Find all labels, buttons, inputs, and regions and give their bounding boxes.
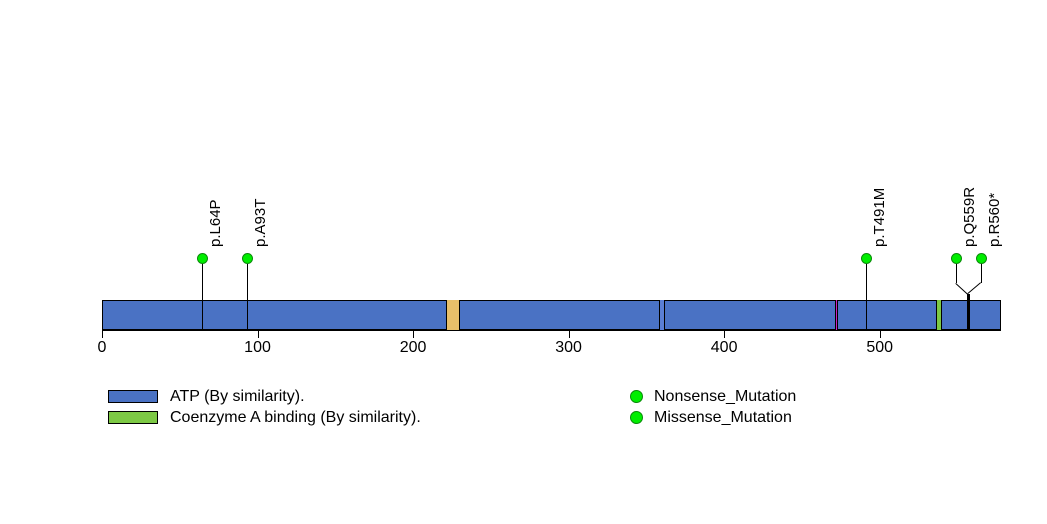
mutation-label-p.R560*: p.R560*	[986, 192, 1003, 247]
domain-region-1	[658, 300, 666, 330]
mutation-dot-p.T491M[interactable]	[861, 252, 872, 264]
axis-tick-label-200: 200	[399, 339, 427, 356]
lollipop-stem-p.A93T	[247, 258, 248, 330]
lollipop-shared-stem-3	[967, 294, 970, 330]
axis-line	[102, 330, 1001, 331]
axis-tick-300	[568, 331, 570, 338]
axis-tick-label-0: 0	[97, 339, 107, 356]
legend-label-coenzyme-a: Coenzyme A binding (By similarity).	[170, 409, 421, 426]
axis-tick-label-100: 100	[244, 339, 271, 356]
mutation-label-p.Q559R: p.Q559R	[961, 186, 978, 247]
lollipop-branch-p.Q559R	[955, 283, 968, 295]
axis-tick-label-400: 400	[710, 339, 738, 356]
legend-dot-nonsense	[630, 390, 643, 403]
legend-label-nonsense: Nonsense_Mutation	[654, 388, 797, 405]
lollipop-stem-p.R560*	[981, 258, 982, 283]
axis-tick-label-500: 500	[866, 339, 894, 356]
legend-swatch-coenzyme-a	[108, 411, 158, 424]
legend-dot-missense	[630, 411, 643, 424]
lollipop-branch-p.R560*	[967, 282, 981, 294]
axis-tick-0	[102, 331, 103, 338]
lollipop-stem-p.Q559R	[956, 258, 957, 283]
axis-tick-label-300: 300	[555, 339, 582, 356]
mutation-dot-p.A93T[interactable]	[242, 252, 253, 264]
mutation-label-p.T491M: p.T491M	[871, 187, 888, 247]
axis-tick-400	[724, 331, 726, 338]
mutation-label-p.A93T: p.A93T	[252, 198, 269, 247]
lollipop-stem-p.T491M	[866, 258, 867, 330]
axis-tick-200	[413, 331, 415, 338]
legend-label-atp: ATP (By similarity).	[170, 388, 305, 405]
legend-swatch-atp	[108, 390, 158, 403]
mutation-label-p.L64P: p.L64P	[207, 199, 224, 247]
domain-region-0	[445, 300, 460, 330]
domain-region-2	[834, 300, 838, 330]
axis-tick-500	[879, 331, 881, 338]
mutation-dot-p.Q559R[interactable]	[951, 252, 962, 264]
legend-label-missense: Missense_Mutation	[654, 409, 792, 426]
mutation-dot-p.L64P[interactable]	[197, 252, 208, 264]
protein-backbone	[102, 300, 1001, 330]
domain-region-3	[935, 300, 942, 330]
lollipop-stem-p.L64P	[202, 258, 203, 330]
mutation-dot-p.R560*[interactable]	[976, 252, 987, 264]
axis-tick-100	[257, 331, 259, 338]
